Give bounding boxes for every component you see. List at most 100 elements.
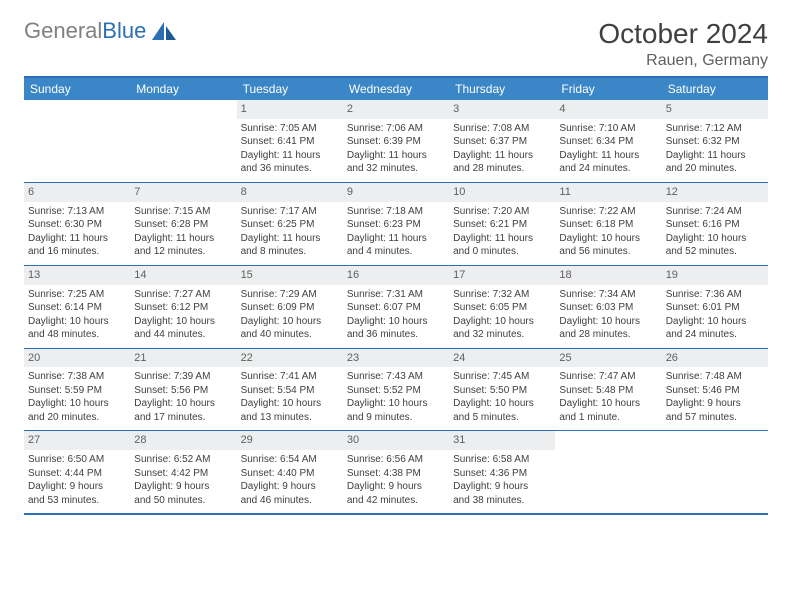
day-header-row: SundayMondayTuesdayWednesdayThursdayFrid… bbox=[24, 78, 768, 100]
day-info-line: and 28 minutes. bbox=[453, 162, 551, 176]
day-cell: 30Sunrise: 6:56 AMSunset: 4:38 PMDayligh… bbox=[343, 431, 449, 513]
day-info-line: Sunrise: 7:31 AM bbox=[347, 288, 445, 302]
day-number: 7 bbox=[130, 183, 236, 202]
day-info-line: Sunset: 5:59 PM bbox=[28, 384, 126, 398]
logo-text-blue: Blue bbox=[102, 18, 146, 44]
day-info-line: Sunrise: 7:22 AM bbox=[559, 205, 657, 219]
day-info-line: Sunset: 5:46 PM bbox=[666, 384, 764, 398]
week-row: 20Sunrise: 7:38 AMSunset: 5:59 PMDayligh… bbox=[24, 348, 768, 431]
day-info: Sunrise: 7:10 AMSunset: 6:34 PMDaylight:… bbox=[559, 122, 657, 176]
day-info-line: and 50 minutes. bbox=[134, 494, 232, 508]
day-cell: 1 Sunrise: 7:05 AMSunset: 6:41 PMDaylight… bbox=[237, 100, 343, 182]
day-info-line: and 16 minutes. bbox=[28, 245, 126, 259]
day-info-line: Daylight: 11 hours bbox=[666, 149, 764, 163]
day-info-line: Sunset: 5:54 PM bbox=[241, 384, 339, 398]
day-info: Sunrise: 7:39 AMSunset: 5:56 PMDaylight:… bbox=[134, 370, 232, 424]
day-cell: 17 Sunrise: 7:32 AMSunset: 6:05 PMDayligh… bbox=[449, 266, 555, 348]
day-number: 13 bbox=[24, 266, 130, 285]
day-info: Sunrise: 6:50 AMSunset: 4:44 PMDaylight:… bbox=[28, 453, 126, 507]
day-info-line: Sunset: 6:32 PM bbox=[666, 135, 764, 149]
logo: GeneralBlue bbox=[24, 18, 178, 44]
day-cell: 6Sunrise: 7:13 AMSunset: 6:30 PMDaylight… bbox=[24, 183, 130, 265]
day-info-line: Sunset: 6:12 PM bbox=[134, 301, 232, 315]
day-info-line: Sunrise: 6:54 AM bbox=[241, 453, 339, 467]
day-info-line: Sunset: 6:14 PM bbox=[28, 301, 126, 315]
day-cell bbox=[24, 100, 130, 182]
day-info: Sunrise: 7:15 AMSunset: 6:28 PMDaylight:… bbox=[134, 205, 232, 259]
day-info-line: Sunset: 6:37 PM bbox=[453, 135, 551, 149]
day-info-line: Sunrise: 7:45 AM bbox=[453, 370, 551, 384]
day-info: Sunrise: 7:31 AMSunset: 6:07 PMDaylight:… bbox=[347, 288, 445, 342]
day-number: 3 bbox=[449, 100, 555, 119]
day-cell: 21Sunrise: 7:39 AMSunset: 5:56 PMDayligh… bbox=[130, 349, 236, 431]
day-info-line: Sunrise: 7:15 AM bbox=[134, 205, 232, 219]
day-info-line: Sunset: 4:36 PM bbox=[453, 467, 551, 481]
day-info: Sunrise: 7:18 AMSunset: 6:23 PMDaylight:… bbox=[347, 205, 445, 259]
day-info-line: Daylight: 11 hours bbox=[347, 149, 445, 163]
day-info-line: Sunrise: 7:24 AM bbox=[666, 205, 764, 219]
day-info-line: and 42 minutes. bbox=[347, 494, 445, 508]
day-info: Sunrise: 7:32 AMSunset: 6:05 PMDaylight:… bbox=[453, 288, 551, 342]
day-header: Sunday bbox=[24, 78, 130, 100]
day-info: Sunrise: 7:17 AMSunset: 6:25 PMDaylight:… bbox=[241, 205, 339, 259]
day-info-line: and 8 minutes. bbox=[241, 245, 339, 259]
day-info-line: Daylight: 10 hours bbox=[453, 315, 551, 329]
day-number: 29 bbox=[237, 431, 343, 450]
day-info-line: and 40 minutes. bbox=[241, 328, 339, 342]
day-info-line: Daylight: 11 hours bbox=[347, 232, 445, 246]
day-cell: 25Sunrise: 7:47 AMSunset: 5:48 PMDayligh… bbox=[555, 349, 661, 431]
day-info-line: Daylight: 11 hours bbox=[134, 232, 232, 246]
day-cell: 8Sunrise: 7:17 AMSunset: 6:25 PMDaylight… bbox=[237, 183, 343, 265]
day-cell: 10Sunrise: 7:20 AMSunset: 6:21 PMDayligh… bbox=[449, 183, 555, 265]
day-info-line: Sunrise: 7:12 AM bbox=[666, 122, 764, 136]
day-info-line: and 36 minutes. bbox=[347, 328, 445, 342]
day-cell: 28Sunrise: 6:52 AMSunset: 4:42 PMDayligh… bbox=[130, 431, 236, 513]
day-header: Monday bbox=[130, 78, 236, 100]
day-info-line: Sunrise: 7:13 AM bbox=[28, 205, 126, 219]
day-cell: 29Sunrise: 6:54 AMSunset: 4:40 PMDayligh… bbox=[237, 431, 343, 513]
day-info-line: Daylight: 10 hours bbox=[347, 397, 445, 411]
day-info: Sunrise: 7:27 AMSunset: 6:12 PMDaylight:… bbox=[134, 288, 232, 342]
day-info-line: and 28 minutes. bbox=[559, 328, 657, 342]
day-header: Wednesday bbox=[343, 78, 449, 100]
day-number: 1 bbox=[237, 100, 343, 119]
day-info-line: Daylight: 9 hours bbox=[347, 480, 445, 494]
day-number: 9 bbox=[343, 183, 449, 202]
day-cell: 26Sunrise: 7:48 AMSunset: 5:46 PMDayligh… bbox=[662, 349, 768, 431]
calendar: SundayMondayTuesdayWednesdayThursdayFrid… bbox=[24, 76, 768, 515]
day-info-line: Sunrise: 6:52 AM bbox=[134, 453, 232, 467]
day-cell: 2Sunrise: 7:06 AMSunset: 6:39 PMDaylight… bbox=[343, 100, 449, 182]
week-row: 1 Sunrise: 7:05 AMSunset: 6:41 PMDaylight… bbox=[24, 100, 768, 182]
day-info-line: Sunset: 6:25 PM bbox=[241, 218, 339, 232]
day-number: 12 bbox=[662, 183, 768, 202]
day-cell bbox=[130, 100, 236, 182]
day-info: Sunrise: 7:48 AMSunset: 5:46 PMDaylight:… bbox=[666, 370, 764, 424]
day-info-line: Sunset: 6:30 PM bbox=[28, 218, 126, 232]
day-info-line: Sunset: 4:42 PM bbox=[134, 467, 232, 481]
day-info-line: Daylight: 11 hours bbox=[559, 149, 657, 163]
day-info-line: Sunrise: 7:41 AM bbox=[241, 370, 339, 384]
day-info-line: and 9 minutes. bbox=[347, 411, 445, 425]
day-number: 17 bbox=[449, 266, 555, 285]
day-info-line: Daylight: 10 hours bbox=[134, 397, 232, 411]
day-cell: 14 Sunrise: 7:27 AMSunset: 6:12 PMDayligh… bbox=[130, 266, 236, 348]
day-info-line: Sunrise: 7:29 AM bbox=[241, 288, 339, 302]
day-info-line: Sunset: 6:34 PM bbox=[559, 135, 657, 149]
day-info-line: Daylight: 11 hours bbox=[241, 232, 339, 246]
day-number: 23 bbox=[343, 349, 449, 368]
day-info-line: Sunrise: 7:08 AM bbox=[453, 122, 551, 136]
day-info-line: Daylight: 9 hours bbox=[134, 480, 232, 494]
day-info-line: and 1 minute. bbox=[559, 411, 657, 425]
day-info-line: Daylight: 10 hours bbox=[559, 397, 657, 411]
day-info: Sunrise: 7:05 AMSunset: 6:41 PMDaylight:… bbox=[241, 122, 339, 176]
day-number: 14 bbox=[130, 266, 236, 285]
day-info-line: Daylight: 10 hours bbox=[28, 315, 126, 329]
day-number: 2 bbox=[343, 100, 449, 119]
day-info-line: and 24 minutes. bbox=[559, 162, 657, 176]
day-number: 20 bbox=[24, 349, 130, 368]
day-cell: 31Sunrise: 6:58 AMSunset: 4:36 PMDayligh… bbox=[449, 431, 555, 513]
day-info-line: Sunrise: 7:48 AM bbox=[666, 370, 764, 384]
day-cell: 20Sunrise: 7:38 AMSunset: 5:59 PMDayligh… bbox=[24, 349, 130, 431]
day-info: Sunrise: 7:34 AMSunset: 6:03 PMDaylight:… bbox=[559, 288, 657, 342]
day-info-line: and 44 minutes. bbox=[134, 328, 232, 342]
